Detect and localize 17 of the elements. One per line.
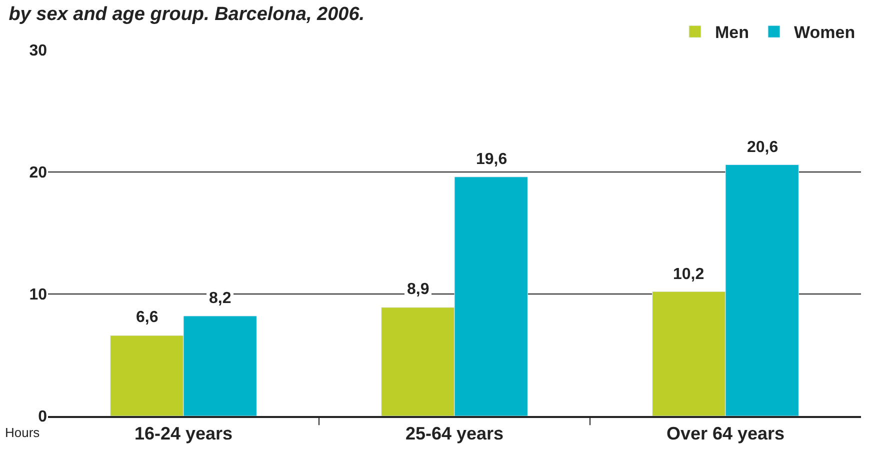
y-axis-title: Hours <box>5 425 40 440</box>
data-label: 19,6 <box>476 151 508 168</box>
y-tick-label: 10 <box>29 286 48 304</box>
data-label: 8,2 <box>209 290 232 307</box>
y-tick-label: 20 <box>29 164 48 182</box>
x-tick-label: 16-24 years <box>134 423 233 444</box>
data-label: 20,6 <box>747 139 778 156</box>
x-tick-label: 25-64 years <box>405 423 504 444</box>
legend-label: Women <box>794 23 856 42</box>
data-label: 6,6 <box>136 309 158 326</box>
data-label: 10,2 <box>673 266 704 283</box>
x-tick-label: Over 64 years <box>666 423 785 444</box>
y-tick-label: 30 <box>29 42 48 60</box>
y-tick-label: 0 <box>38 408 48 426</box>
data-label: 8,9 <box>407 281 430 298</box>
legend-label: Men <box>715 23 749 42</box>
chart-title: by sex and age group. Barcelona, 2006. <box>8 4 365 26</box>
